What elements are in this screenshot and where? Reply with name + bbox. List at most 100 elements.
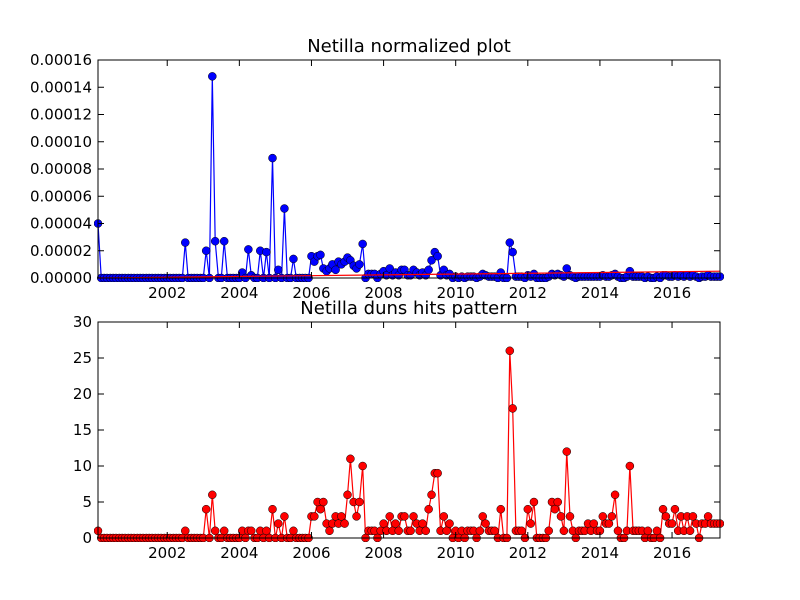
data-point (268, 153, 277, 163)
data-point (208, 72, 217, 81)
data-point (442, 526, 451, 536)
x-tick-label: 2004 (220, 544, 258, 562)
data-point (607, 512, 617, 521)
y-tick-label: 0.00012 (30, 106, 92, 124)
series-line (97, 76, 720, 280)
data-point (280, 204, 289, 213)
data-point (703, 512, 713, 521)
data-point (289, 526, 298, 536)
y-tick-label: 0.00010 (30, 133, 92, 151)
x-tick-label: 2006 (292, 284, 330, 302)
data-point (625, 461, 635, 471)
data-point (685, 526, 695, 536)
data-point (343, 490, 352, 500)
data-point (604, 519, 614, 528)
data-point (391, 519, 400, 528)
data-point (316, 250, 325, 260)
axes-frame (97, 321, 721, 539)
x-tick-label: 2002 (148, 544, 186, 562)
data-point (424, 504, 433, 514)
data-point (529, 497, 539, 507)
data-point (400, 512, 409, 521)
data-point (613, 526, 623, 536)
y-tick-label: 25 (73, 349, 92, 367)
x-tick-label: 2010 (437, 284, 475, 302)
data-point (490, 526, 499, 536)
data-point (439, 512, 449, 521)
data-point (181, 526, 190, 536)
data-point (427, 490, 436, 500)
data-point (201, 246, 211, 255)
data-point (445, 519, 454, 528)
data-point (658, 504, 668, 514)
data-point (352, 512, 361, 521)
y-tick-label: 0.00006 (30, 187, 92, 205)
data-point (688, 512, 698, 521)
data-point (280, 512, 289, 521)
data-point (219, 526, 229, 536)
plot-area (94, 72, 724, 282)
data-point (544, 526, 553, 536)
y-tick-label: 0.00008 (30, 160, 92, 178)
data-point (424, 265, 433, 275)
y-tick-label: 30 (73, 313, 92, 331)
data-point (210, 526, 220, 536)
data-point (274, 519, 283, 528)
data-point (523, 504, 533, 514)
data-point (385, 512, 394, 521)
data-point (670, 504, 680, 514)
y-tick-label: 0.00014 (30, 78, 92, 96)
data-point (433, 468, 442, 478)
data-point (610, 490, 620, 500)
data-point (337, 512, 346, 521)
data-point (289, 254, 298, 264)
data-point (181, 238, 190, 247)
data-point (310, 512, 319, 521)
series-line (97, 350, 720, 541)
data-point (409, 512, 418, 521)
data-point (598, 512, 608, 521)
data-point (652, 526, 662, 536)
data-point (427, 256, 436, 265)
data-point (219, 236, 229, 246)
data-point (274, 265, 283, 275)
y-tick-label: 5 (82, 493, 92, 511)
y-tick-label: 0 (82, 529, 92, 547)
x-tick-label: 2002 (148, 284, 186, 302)
data-point (331, 265, 340, 275)
data-point (589, 519, 599, 528)
x-tick-label: 2014 (581, 544, 619, 562)
data-point (508, 404, 517, 413)
data-point (550, 504, 560, 514)
data-point (355, 260, 364, 269)
chart-title: Netilla duns hits pattern (300, 298, 517, 319)
data-point (394, 526, 403, 536)
data-point (556, 512, 566, 521)
data-point (244, 245, 253, 254)
data-point (553, 497, 562, 507)
x-tick-label: 2010 (437, 544, 475, 562)
x-tick-label: 2012 (509, 544, 547, 562)
data-point (481, 519, 490, 528)
x-tick-label: 2014 (581, 284, 619, 302)
data-point (667, 519, 677, 528)
data-point (475, 526, 485, 536)
data-point (246, 526, 256, 536)
data-point (559, 526, 569, 536)
data-point (340, 519, 349, 528)
y-tick-label: 15 (73, 421, 92, 439)
data-point (316, 504, 325, 514)
data-point (421, 526, 431, 536)
data-point (526, 519, 535, 528)
y-tick-label: 0.00000 (30, 269, 92, 287)
data-point (355, 497, 364, 507)
data-point (262, 247, 271, 257)
data-point (505, 346, 515, 356)
data-point (379, 519, 388, 528)
data-point (565, 512, 575, 521)
x-tick-label: 2012 (509, 284, 547, 302)
data-point (201, 504, 211, 514)
data-point (478, 512, 487, 521)
